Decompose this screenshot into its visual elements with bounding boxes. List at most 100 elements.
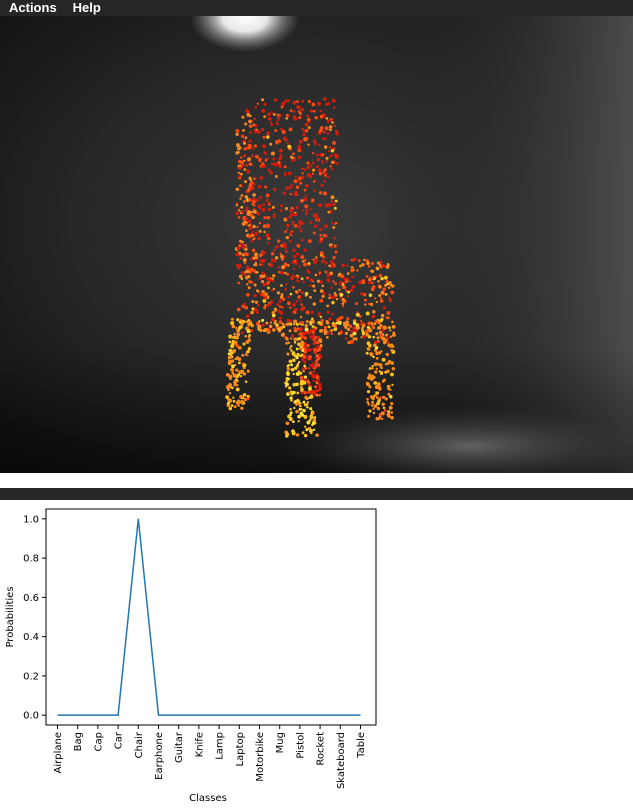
plot-frame — [45, 508, 377, 726]
cloud-point — [236, 246, 241, 251]
cloud-point — [286, 371, 290, 375]
cloud-point — [280, 271, 285, 275]
cloud-point — [237, 345, 242, 350]
cloud-point — [379, 299, 384, 303]
cloud-point — [293, 400, 297, 404]
cloud-point — [285, 186, 290, 191]
cloud-point — [247, 224, 250, 227]
cloud-point — [380, 350, 383, 353]
cloud-point — [369, 302, 374, 307]
cloud-point — [248, 185, 252, 189]
cloud-point — [307, 383, 311, 387]
cloud-point — [249, 322, 253, 326]
cloud-point — [282, 297, 286, 301]
cloud-point — [367, 403, 371, 406]
cloud-point — [314, 218, 318, 222]
y-tick-label: 0.6 — [23, 593, 39, 604]
cloud-point — [273, 162, 278, 167]
panel-divider[interactable] — [0, 488, 633, 500]
cloud-point — [264, 158, 268, 162]
cloud-point — [288, 215, 292, 219]
cloud-point — [334, 199, 338, 203]
floor-light-spot — [280, 406, 633, 473]
cloud-point — [300, 408, 303, 411]
cloud-point — [381, 357, 386, 362]
scene-canvas[interactable] — [0, 16, 633, 473]
cloud-point — [373, 343, 377, 348]
cloud-point — [244, 305, 249, 310]
x-tick-label: Bag — [73, 732, 84, 751]
cloud-point — [310, 319, 315, 324]
cloud-point — [227, 388, 230, 392]
cloud-point — [330, 332, 333, 335]
cloud-point — [285, 421, 290, 426]
cloud-point — [326, 332, 329, 335]
cloud-point — [311, 198, 315, 202]
cloud-point — [261, 207, 266, 212]
cloud-point — [306, 117, 311, 122]
cloud-point — [285, 228, 289, 231]
cloud-point — [263, 230, 266, 234]
cloud-point — [330, 286, 333, 289]
cloud-point — [252, 197, 256, 201]
cloud-point — [285, 138, 288, 142]
cloud-point — [312, 302, 317, 306]
x-tick-label: Car — [114, 731, 125, 749]
cloud-point — [277, 309, 281, 313]
cloud-point — [304, 378, 307, 381]
cloud-point — [238, 160, 242, 164]
cloud-point — [301, 342, 305, 346]
cloud-point — [302, 129, 306, 133]
menu-help[interactable]: Help — [72, 0, 101, 15]
cloud-point — [343, 281, 347, 285]
cloud-point — [242, 141, 247, 145]
cloud-point — [323, 325, 328, 330]
cloud-point — [290, 349, 293, 352]
cloud-point — [301, 221, 305, 225]
cloud-point — [314, 385, 318, 389]
cloud-point — [329, 245, 333, 249]
cloud-point — [233, 340, 238, 345]
cloud-point — [290, 367, 295, 372]
cloud-point — [241, 271, 245, 275]
cloud-point — [287, 301, 291, 306]
cloud-point — [235, 211, 239, 216]
cloud-point — [246, 109, 250, 114]
cloud-point — [313, 370, 316, 373]
cloud-point — [297, 399, 301, 403]
cloud-point — [307, 390, 311, 394]
cloud-point — [289, 407, 292, 411]
cloud-point — [302, 280, 305, 284]
cloud-point — [253, 237, 256, 240]
cloud-point — [303, 360, 307, 364]
cloud-point — [229, 377, 232, 381]
cloud-point — [385, 315, 389, 320]
cloud-point — [275, 122, 279, 125]
cloud-point — [280, 305, 284, 309]
cloud-point — [230, 386, 234, 390]
x-tick-label: Pistol — [295, 732, 306, 759]
cloud-point — [371, 400, 375, 404]
cloud-point — [298, 219, 302, 224]
cloud-point — [352, 326, 357, 331]
cloud-point — [295, 322, 299, 326]
cloud-point — [376, 406, 381, 411]
cloud-point — [316, 340, 320, 345]
cloud-point — [301, 172, 304, 175]
cloud-point — [331, 98, 336, 103]
point-cloud-viewer[interactable] — [0, 16, 633, 473]
cloud-point — [292, 157, 297, 162]
cloud-point — [243, 147, 247, 151]
cloud-point — [258, 229, 262, 233]
cloud-point — [327, 325, 331, 329]
cloud-point — [308, 418, 312, 422]
cloud-point — [316, 365, 319, 368]
cloud-point — [308, 367, 311, 370]
cloud-point — [245, 217, 249, 221]
cloud-point — [259, 165, 263, 168]
cloud-point — [259, 328, 263, 333]
menu-actions[interactable]: Actions — [9, 0, 57, 15]
cloud-point — [326, 132, 330, 135]
cloud-point — [292, 390, 296, 395]
cloud-point — [365, 311, 370, 316]
